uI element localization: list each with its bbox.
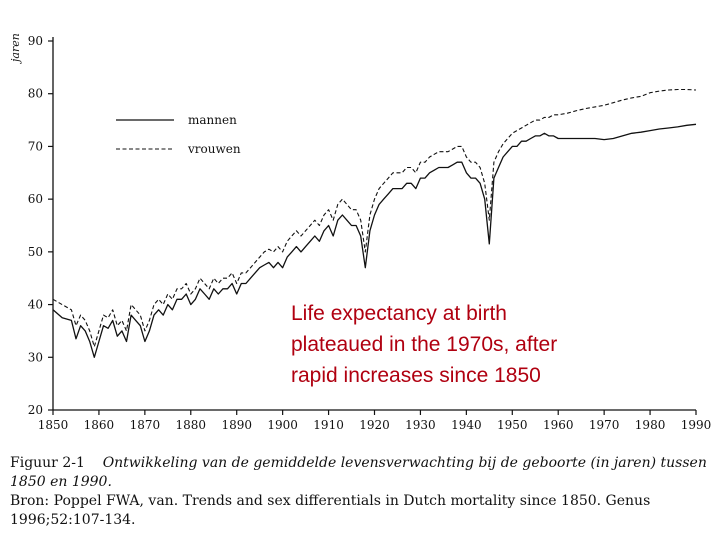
y-tick-label: 80 xyxy=(28,87,43,101)
x-tick-label: 1900 xyxy=(267,418,298,432)
caption-text: Ontwikkeling van de gemiddelde levensver… xyxy=(10,455,707,490)
figure-caption: Figuur 2-1 Ontwikkeling van de gemiddeld… xyxy=(10,454,716,530)
x-tick-label: 1950 xyxy=(497,418,528,432)
annotation-line-2: plateaued in the 1970s, after xyxy=(291,333,558,356)
legend-label-vrouwen: vrouwen xyxy=(187,142,241,156)
x-tick-label: 1890 xyxy=(221,418,252,432)
series-line-vrouwen xyxy=(52,88,697,348)
legend-label-mannen: mannen xyxy=(188,113,237,127)
y-tick-label: 90 xyxy=(28,34,43,48)
x-tick-label: 1860 xyxy=(84,418,115,432)
legend: mannen vrouwen xyxy=(116,113,241,156)
y-tick-label: 50 xyxy=(28,245,43,259)
axes: 20 30 40 50 60 70 80 90 1850 1860 1870 1880 1890 1900… xyxy=(28,34,712,432)
x-tick-label: 1940 xyxy=(451,418,482,432)
x-tick-label: 1930 xyxy=(405,418,436,432)
x-tick-label: 1980 xyxy=(635,418,666,432)
x-tick-label: 1870 xyxy=(130,418,161,432)
caption-source: Bron: Poppel FWA, van. Trends and sex di… xyxy=(10,493,651,528)
x-tick-label: 1990 xyxy=(681,418,712,432)
y-tick-label: 60 xyxy=(28,192,43,206)
y-tick-label: 20 xyxy=(28,403,43,417)
annotation-overlay: Life expectancy at birth plateaued in th… xyxy=(287,298,675,391)
y-tick-label: 70 xyxy=(28,139,43,153)
x-tick-label: 1910 xyxy=(313,418,344,432)
figure-label: Figuur 2-1 xyxy=(10,455,85,471)
x-tick-label: 1970 xyxy=(589,418,620,432)
y-tick-label: 40 xyxy=(28,298,43,312)
x-tick-label: 1850 xyxy=(38,418,69,432)
series-line-mannen xyxy=(52,123,697,358)
series-group xyxy=(52,88,697,358)
y-tick-label: 30 xyxy=(28,350,43,364)
x-tick-label: 1960 xyxy=(543,418,574,432)
x-tick-label: 1920 xyxy=(359,418,390,432)
y-axis-label: jaren xyxy=(9,33,22,65)
x-tick-label: 1880 xyxy=(176,418,207,432)
annotation-line-3: rapid increases since 1850 xyxy=(291,364,541,387)
annotation-line-1: Life expectancy at birth xyxy=(291,302,507,325)
